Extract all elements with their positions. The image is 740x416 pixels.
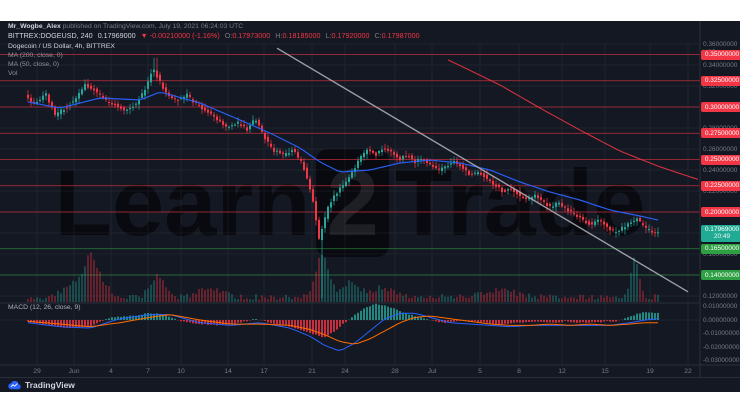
time-axis-label[interactable]: 19 <box>646 368 654 375</box>
watermark-digit: 2 <box>316 149 389 257</box>
price-level-badge[interactable]: 0.30000000 <box>701 102 740 112</box>
last-price-badge-value: 0.17969000 <box>704 225 740 233</box>
last-price: 0.17969000 <box>97 31 136 40</box>
macd-line <box>27 312 659 351</box>
letterbox-bottom <box>0 391 740 416</box>
letterbox-top <box>0 0 740 21</box>
tradingview-brand[interactable]: TradingView <box>25 380 75 390</box>
price-axis-tick: 0.16000000 <box>703 250 738 258</box>
time-axis-label[interactable]: 5 <box>478 368 482 375</box>
high-value: 0.18185000 <box>282 31 321 40</box>
low-label: L: <box>325 31 332 40</box>
tradingview-footer-bar: TradingView <box>0 377 740 392</box>
last-price-badge[interactable]: 0.17969000 20:49 <box>701 224 740 242</box>
legend-macd[interactable]: MACD (12, 26, close, 9) <box>8 304 81 311</box>
chart-canvas[interactable]: Mr_Wogbe_Alex published on TradingView.c… <box>0 21 740 392</box>
price-axis-tick: 0.26000000 <box>703 145 738 153</box>
macd-axis-tick: -0.01000000 <box>703 330 740 337</box>
time-axis-label[interactable]: 14 <box>224 368 232 375</box>
symbol-title: BITTREX:DOGEUSD, 240 <box>8 31 93 40</box>
time-axis-label[interactable]: 24 <box>341 368 349 375</box>
pane-legend: Dogecoin / US Dollar, 4h, BITTREX MA (20… <box>8 42 115 78</box>
price-axis-tick: 0.24000000 <box>703 166 738 174</box>
author-link[interactable]: Mr_Wogbe_Alex <box>8 23 61 30</box>
time-axis-label[interactable]: 29 <box>33 368 41 375</box>
price-axis-tick: 0.32000000 <box>703 82 738 90</box>
time-axis-label[interactable]: 7 <box>146 368 150 375</box>
open-value: 0.17973000 <box>232 31 271 40</box>
legend-ma200[interactable]: MA (200, close, 0) <box>8 52 63 59</box>
time-axis-label[interactable]: 22 <box>684 368 692 375</box>
price-level-badge[interactable]: 0.35000000 <box>701 49 740 60</box>
price-level-badge[interactable]: 0.20000000 <box>701 207 740 217</box>
time-axis-label[interactable]: 17 <box>260 368 268 375</box>
close-value: 0.17987000 <box>381 31 420 40</box>
price-axis-tick: 0.34000000 <box>703 61 738 69</box>
price-axis-tick: 0.28000000 <box>703 125 737 132</box>
price-level-badge[interactable]: 0.32500000 <box>701 75 740 86</box>
high-label: H: <box>275 31 283 40</box>
price-axis-tick: 0.22000000 <box>703 187 738 195</box>
time-axis-label[interactable]: 21 <box>308 368 316 375</box>
price-level-badge[interactable]: 0.27500000 <box>701 128 740 139</box>
time-axis-label[interactable]: 28 <box>391 368 399 375</box>
close-label: C: <box>374 31 382 40</box>
time-axis-label[interactable]: 12 <box>558 368 566 375</box>
macd-signal-line <box>27 314 658 345</box>
bar-countdown: 20:49 <box>713 233 731 241</box>
watermark-part1: Learn <box>54 150 311 255</box>
price-level-badge[interactable]: 0.16500000 <box>701 243 740 254</box>
price-axis-tick: 0.12000000 <box>703 292 738 300</box>
price-plot[interactable] <box>0 21 740 391</box>
macd-histogram-positive <box>105 303 659 320</box>
descending-trendline[interactable] <box>276 47 689 293</box>
legend-ma50[interactable]: MA (50, close, 0) <box>8 61 59 68</box>
open-label: O: <box>224 31 233 40</box>
price-level-badge[interactable]: 0.25000000 <box>701 154 740 165</box>
price-level-badge[interactable]: 0.22500000 <box>701 180 740 191</box>
macd-axis-tick: 0.00000000 <box>703 316 738 324</box>
price-change: ▼ -0.00210000 (-1.16%) <box>140 31 220 40</box>
ma-50-line[interactable] <box>447 59 699 180</box>
macd-axis-tick: -0.03000000 <box>703 357 740 364</box>
wicks-up <box>36 57 659 299</box>
candles-up <box>36 69 659 241</box>
low-value: 0.17920000 <box>331 31 370 40</box>
ma-200-line[interactable] <box>27 92 659 221</box>
price-level-badge[interactable]: 0.14000000 <box>701 270 740 280</box>
price-axis-tick: 0.36000000 <box>703 40 738 48</box>
time-axis-label[interactable]: 8 <box>517 368 521 375</box>
time-axis-label[interactable]: 4 <box>109 368 113 375</box>
time-axis-label[interactable]: Jun <box>68 368 80 375</box>
time-axis-label[interactable]: 15 <box>601 368 609 375</box>
time-axis-label[interactable]: Jul <box>427 368 437 375</box>
tradingview-logo-icon[interactable] <box>8 380 21 390</box>
macd-axis-tick: -0.02000000 <box>703 343 740 351</box>
volume-up-bars <box>36 255 659 302</box>
symbol-info-row: BITTREX:DOGEUSD, 240 0.17969000 ▼ -0.002… <box>8 31 420 40</box>
publish-info: Mr_Wogbe_Alex published on TradingView.c… <box>8 23 243 30</box>
legend-symbol[interactable]: Dogecoin / US Dollar, 4h, BITTREX <box>8 43 115 50</box>
publish-text: published on TradingView.com, July 19, 2… <box>60 23 244 30</box>
macd-axis-tick: 0.01000000 <box>703 303 738 310</box>
time-axis-label[interactable]: 10 <box>177 368 185 375</box>
legend-volume[interactable]: Vol <box>8 70 18 77</box>
